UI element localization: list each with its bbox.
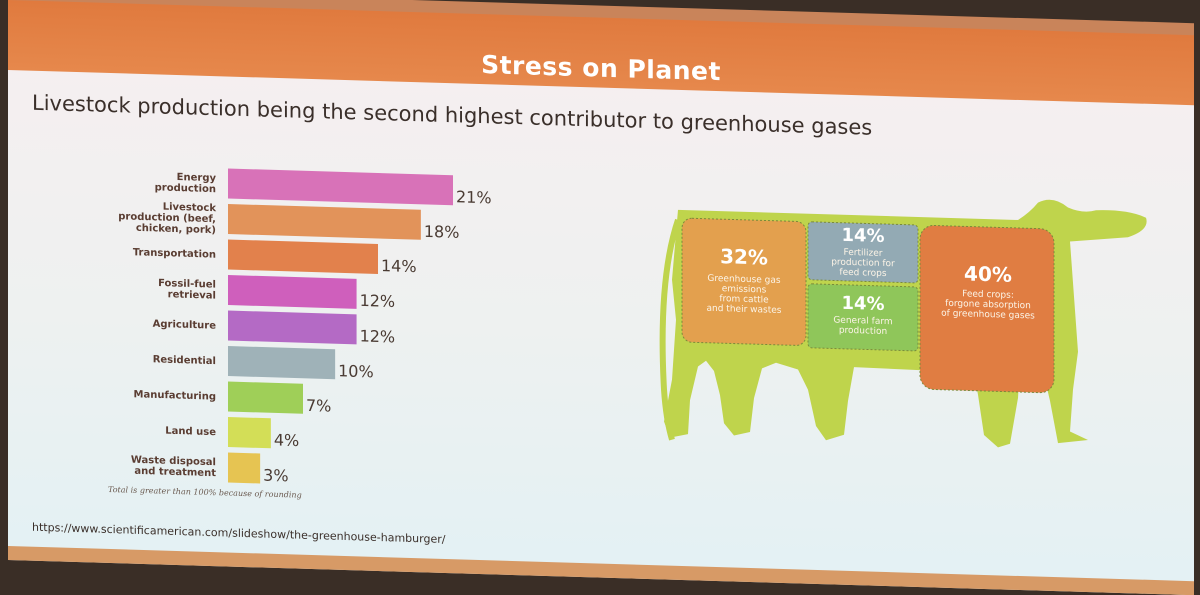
bottom-strip — [8, 546, 1194, 595]
category-label-8: Land use — [165, 426, 216, 439]
value-label-8: 4% — [274, 430, 299, 450]
bar-8 — [228, 417, 271, 449]
segment-14b-percent: 14% — [841, 293, 884, 315]
category-label-6: Residential — [153, 354, 216, 367]
segment-40-desc: Feed crops:forgone absorptionof greenhou… — [941, 289, 1035, 322]
bar-9 — [228, 452, 261, 484]
segment-40 — [919, 224, 1055, 394]
bar-1 — [228, 168, 453, 206]
value-label-4: 12% — [360, 291, 396, 311]
segment-14a-desc: Fertilizerproduction forfeed crops — [831, 247, 895, 279]
category-label-3: Transportation — [133, 247, 216, 260]
bar-6 — [228, 346, 336, 380]
segment-14-fertilizer — [807, 221, 919, 284]
segment-32-percent: 32% — [720, 244, 768, 269]
slide-subtitle: Livestock production being the second hi… — [32, 90, 873, 140]
bar-2 — [228, 204, 421, 240]
source-url: https://www.scientificamerican.com/slide… — [32, 520, 446, 546]
segment-32-desc: Greenhouse gasemissionsfrom cattleand th… — [707, 274, 782, 316]
bar-chart: Energyproduction 21% Livestockproduction (… — [118, 168, 492, 486]
category-label-1: Energyproduction — [155, 171, 217, 195]
segment-32 — [681, 217, 807, 346]
segment-14-farm — [807, 283, 919, 352]
bar-7 — [228, 381, 303, 414]
slide: Stress on Planet Livestock production be… — [8, 0, 1194, 595]
bar-5 — [228, 310, 357, 345]
value-label-5: 12% — [360, 326, 396, 346]
value-label-1: 21% — [456, 187, 492, 207]
bar-3 — [228, 239, 378, 274]
category-label-5: Agriculture — [153, 319, 217, 332]
cow-tail — [659, 218, 681, 441]
segment-40-percent: 40% — [964, 261, 1012, 286]
value-label-6: 10% — [338, 361, 374, 381]
bar-4 — [228, 275, 357, 309]
value-label-7: 7% — [306, 396, 331, 416]
value-label-2: 18% — [424, 222, 460, 242]
value-label-9: 3% — [263, 466, 288, 486]
value-label-3: 14% — [381, 256, 417, 276]
category-label-7: Manufacturing — [134, 389, 216, 402]
category-label-9: Waste disposaland treatment — [131, 455, 216, 480]
segment-14b-desc: General farmproduction — [833, 315, 892, 337]
category-label-4: Fossil-fuelretrieval — [158, 278, 216, 302]
segment-14a-percent: 14% — [841, 225, 884, 247]
category-label-2: Livestockproduction (beef,chicken, pork) — [118, 200, 216, 236]
cow-diagram: 32% Greenhouse gasemissionsfrom cattlean… — [659, 199, 1147, 448]
